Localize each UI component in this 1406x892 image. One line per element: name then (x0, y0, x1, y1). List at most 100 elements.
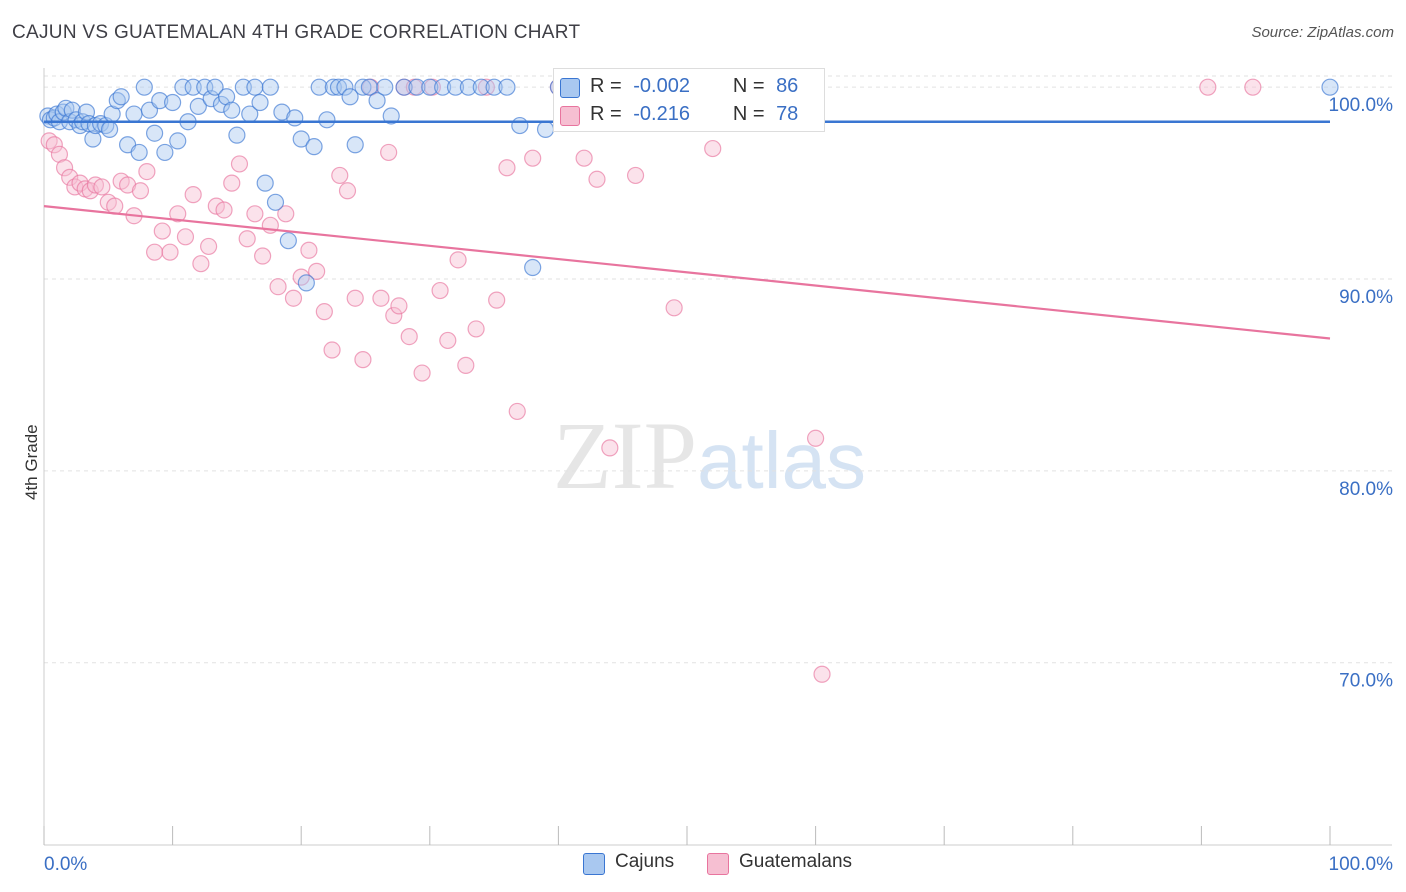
guatemalan-point (1199, 78, 1217, 96)
cajun-point (395, 78, 413, 96)
cajun-point (341, 88, 359, 106)
cajun-point (151, 92, 169, 110)
guatemalan-point (269, 278, 287, 296)
tick-labels: 70.0% 80.0% 90.0% 100.0% 0.0% 100.0% (44, 95, 1393, 875)
guatemalan-point (45, 136, 63, 154)
guatemalan-point (230, 155, 249, 173)
cajun-point (498, 78, 516, 96)
cajun-point (310, 78, 328, 96)
cajun-point (130, 143, 148, 162)
cajun-point (524, 258, 542, 277)
guatemalan-point (192, 255, 210, 273)
guatemalan-point (413, 364, 431, 382)
stats-box: R = -0.002 N = 86 R = -0.216 N = 78 (553, 68, 825, 132)
guatemalan-point (390, 297, 408, 315)
guatemalan-points (40, 78, 1262, 683)
cajun-point (336, 78, 354, 96)
guatemalan-point (346, 289, 364, 307)
guatemalan-point (380, 143, 398, 162)
guatemalan-point (1244, 78, 1262, 96)
guatemalan-point (508, 402, 526, 421)
guatemalan-point (601, 439, 619, 457)
guatemalan-point (169, 205, 187, 223)
source-label: Source: ZipAtlas.com (1251, 24, 1394, 41)
watermark: ZIPatlas (553, 400, 866, 511)
cajun-point (354, 78, 372, 96)
cajun-point (368, 92, 386, 110)
guatemalan-point (331, 166, 349, 185)
guatemalan-point (131, 182, 150, 200)
cajun-point (246, 78, 264, 96)
cajun-point (459, 78, 477, 96)
axes (43, 68, 1392, 846)
cajun-point (63, 101, 81, 119)
guatemalan-point (457, 356, 475, 374)
cajun-point (305, 138, 323, 156)
watermark-atlas: atlas (697, 416, 866, 505)
cajun-point (189, 97, 207, 115)
cajun-point (376, 78, 394, 96)
cajun-point (169, 132, 187, 150)
guatemalan-point (153, 222, 171, 240)
guatemalan-point (338, 182, 357, 200)
cajun-point (256, 174, 274, 192)
guatemalan-point (238, 230, 256, 248)
guatemalan-point (93, 178, 111, 196)
guatemalan-point (431, 281, 449, 300)
guatemalan-trend-line (43, 205, 1331, 340)
stat-row-guatemalan: R = -0.216 N = 78 (560, 103, 799, 126)
guatemalan-point (400, 327, 418, 346)
x-tick-label: 100.0% (1329, 854, 1394, 875)
guatemalan-point (575, 149, 593, 167)
cajun-point (382, 107, 400, 125)
cajun-point (1321, 78, 1339, 96)
cajun-point (228, 126, 246, 144)
guatemalan-point (61, 168, 79, 186)
legend-item-guatemalans[interactable]: Guatemalans (707, 851, 853, 875)
guatemalan-point (588, 170, 606, 188)
guatemalan-point (138, 163, 156, 181)
guatemalan-point (207, 197, 225, 215)
guatemalan-point (626, 166, 645, 185)
cajun-r-value: -0.002 (633, 75, 690, 97)
guatemalan-point (277, 205, 295, 223)
guatemalan-point (813, 665, 831, 683)
cajun-point (297, 274, 315, 292)
guatemalan-point (308, 262, 326, 280)
cajun-point (135, 78, 153, 96)
y-tick-label: 70.0% (1339, 671, 1393, 692)
cajun-point (112, 88, 130, 106)
legend-item-cajuns[interactable]: Cajuns (583, 851, 674, 875)
cajun-point (266, 193, 285, 211)
guatemalan-point (161, 243, 179, 261)
guatemalan-point (704, 139, 722, 158)
guatemalan-point (223, 174, 241, 192)
guatemalan-point (86, 176, 105, 194)
guatemalan-point (372, 289, 390, 307)
cajun-point (279, 232, 297, 250)
cajun-point (145, 124, 164, 142)
cajun-point (318, 111, 336, 129)
legend-cajun-swatch (583, 853, 605, 875)
guatemalan-point (449, 251, 467, 269)
cajun-n-label: N = (732, 75, 765, 97)
guatemalan-point (184, 186, 202, 204)
cajun-point (57, 99, 75, 117)
guatemalan-point (467, 320, 485, 338)
cajun-point (261, 78, 279, 96)
y-tick-label: 90.0% (1339, 287, 1393, 308)
cajun-points (39, 78, 1339, 292)
guatemalan-n-label: N = (732, 103, 765, 125)
cajun-point (536, 120, 555, 138)
cajun-point (346, 136, 364, 154)
guatemalan-n-value: 78 (776, 103, 799, 125)
cajun-point (434, 78, 452, 96)
guatemalan-point (254, 247, 272, 265)
legend-guatemalan-label: Guatemalans (739, 851, 853, 872)
guatemalan-point (300, 241, 318, 259)
guatemalan-r-label: R = (590, 103, 622, 125)
guatemalan-point (284, 289, 303, 307)
guatemalan-point (806, 429, 825, 447)
cajun-r-label: R = (590, 75, 622, 97)
guatemalan-point (385, 306, 403, 325)
